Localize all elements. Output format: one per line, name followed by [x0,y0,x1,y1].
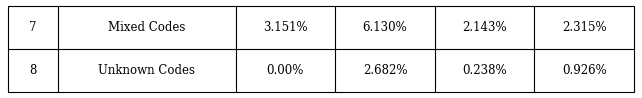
Text: 2.315%: 2.315% [562,21,607,34]
Text: 0.238%: 0.238% [462,64,507,77]
Text: 8: 8 [29,64,37,77]
Text: 3.151%: 3.151% [263,21,308,34]
Text: 7: 7 [29,21,37,34]
Text: 6.130%: 6.130% [363,21,408,34]
Bar [8,6,634,92]
Text: 0.00%: 0.00% [266,64,304,77]
Text: 2.143%: 2.143% [462,21,507,34]
Text: 2.682%: 2.682% [363,64,407,77]
Text: Mixed Codes: Mixed Codes [108,21,186,34]
Text: Unknown Codes: Unknown Codes [98,64,195,77]
Text: 0.926%: 0.926% [562,64,607,77]
